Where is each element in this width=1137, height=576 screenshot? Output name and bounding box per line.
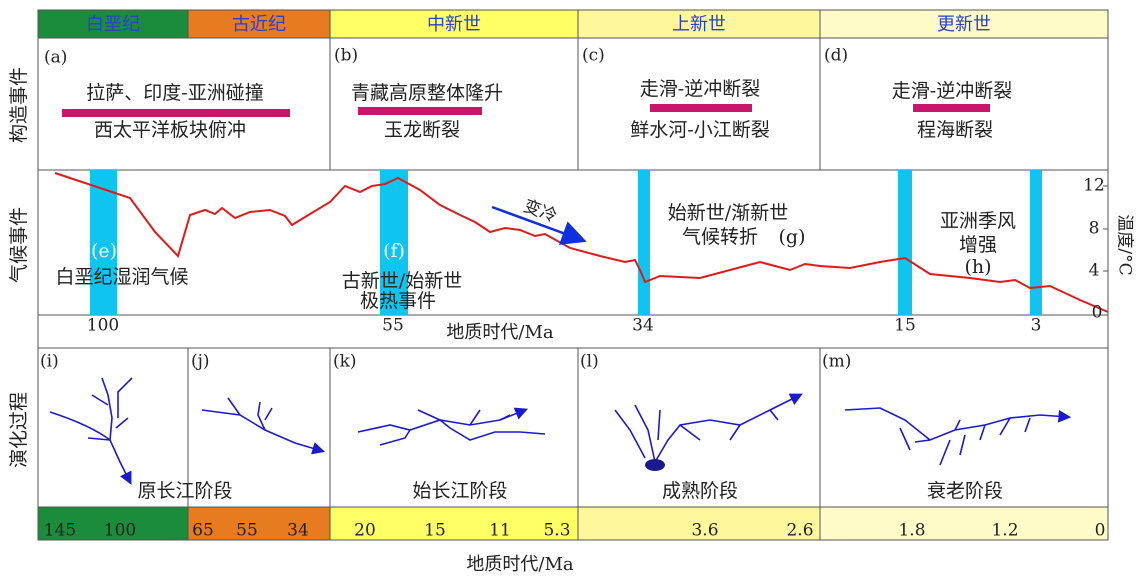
bottom-title: 地质时代/Ma <box>466 554 573 575</box>
tag: (l) <box>580 352 599 372</box>
event-text: 鲜水河-小江断裂 <box>630 119 769 141</box>
tag: (h) <box>964 256 991 278</box>
x-axis-title: 地质时代/Ma <box>446 322 553 343</box>
tag: (f) <box>383 240 405 262</box>
period: 古近纪 <box>232 14 286 35</box>
stage-label: 成熟阶段 <box>662 480 738 502</box>
climate-row: 变冷 (e) 白垩纪湿润气候 (f) 古新世/始新世 极热事件 始新世/渐新世 … <box>55 170 1135 343</box>
tag: (a) <box>44 48 67 68</box>
row-label: 气候事件 <box>8 207 30 283</box>
figure: 白垩纪 古近纪 中新世 上新世 更新世 构造事件 气候事件 演化过程 (a) 拉… <box>0 0 1137 576</box>
tag: (g) <box>779 226 806 248</box>
time-label: 55 <box>236 521 258 541</box>
time-label: 5.3 <box>543 521 570 541</box>
stage-label: 衰老阶段 <box>927 480 1003 502</box>
period: 白垩纪 <box>86 14 140 35</box>
stage-label: 始长江阶段 <box>412 480 507 502</box>
event-text: 走滑-逆冲断裂 <box>892 80 1012 102</box>
x-tick-label: 34 <box>632 316 654 336</box>
event-text: 极热事件 <box>360 290 436 312</box>
tag: (c) <box>582 46 605 66</box>
y-tick-label: 8 <box>1089 219 1100 239</box>
time-label: 20 <box>354 521 376 541</box>
row-label: 演化过程 <box>8 392 30 468</box>
tag: (i) <box>40 352 59 372</box>
y-tick-label: 4 <box>1089 261 1100 281</box>
x-tick-label: 100 <box>87 316 119 336</box>
time-label: 1.2 <box>991 521 1018 541</box>
row-label: 构造事件 <box>8 67 30 143</box>
event-text: 走滑-逆冲断裂 <box>640 78 760 100</box>
tag: (d) <box>824 46 848 66</box>
event-text: 亚洲季风 <box>940 210 1016 232</box>
time-label: 100 <box>104 521 136 541</box>
time-label: 0 <box>1095 521 1106 541</box>
time-label: 15 <box>424 521 446 541</box>
tag: (j) <box>191 352 210 372</box>
cooling-label: 变冷 <box>521 196 560 226</box>
event-text: 增强 <box>959 234 997 256</box>
tag: (b) <box>334 46 358 66</box>
tag: (e) <box>91 240 117 262</box>
event-text: 青藏高原整体隆升 <box>351 82 503 104</box>
time-label: 3.6 <box>691 521 718 541</box>
stage-label: 原长江阶段 <box>137 480 232 502</box>
time-label: 34 <box>287 521 309 541</box>
time-label: 145 <box>44 521 76 541</box>
period: 更新世 <box>937 14 991 35</box>
time-bar: 145 100 65 55 34 20 15 11 5.3 3.6 2.6 1.… <box>38 507 1108 541</box>
time-label: 2.6 <box>786 521 813 541</box>
tag: (k) <box>333 352 357 372</box>
x-tick-label: 15 <box>894 316 916 336</box>
event-text: 程海断裂 <box>917 119 993 141</box>
event-text: 玉龙断裂 <box>384 119 460 141</box>
event-text: 古新世/始新世 <box>342 270 462 292</box>
tectonic-row: (a) 拉萨、印度-亚洲碰撞 西太平洋板块俯冲 (b) 青藏高原整体隆升 玉龙断… <box>44 46 1012 142</box>
time-label: 11 <box>489 521 511 541</box>
y-tick-label: 12 <box>1083 176 1105 196</box>
tag: (m) <box>822 352 851 372</box>
event-text: 始新世/渐新世 <box>668 202 788 224</box>
period: 中新世 <box>427 14 481 35</box>
x-tick-label: 55 <box>382 316 404 336</box>
event-text: 拉萨、印度-亚洲碰撞 <box>86 82 263 104</box>
period-header: 白垩纪 古近纪 中新世 上新世 更新世 <box>38 10 1108 38</box>
y-tick-label: 0 <box>1092 303 1103 323</box>
y-axis-title: 温度/°C <box>1115 214 1135 275</box>
period: 上新世 <box>672 14 726 35</box>
event-text: 白垩纪湿润气候 <box>55 266 188 288</box>
evolution-row: (i) (j) (k) (l) (m) 原长江阶段 始长江阶段 成熟阶段 衰老阶… <box>40 352 1068 503</box>
time-label: 65 <box>192 521 214 541</box>
event-text: 气候转折 <box>682 226 758 248</box>
x-tick-label: 3 <box>1031 316 1042 336</box>
time-label: 1.8 <box>898 521 925 541</box>
event-text: 西太平洋板块俯冲 <box>94 119 246 141</box>
